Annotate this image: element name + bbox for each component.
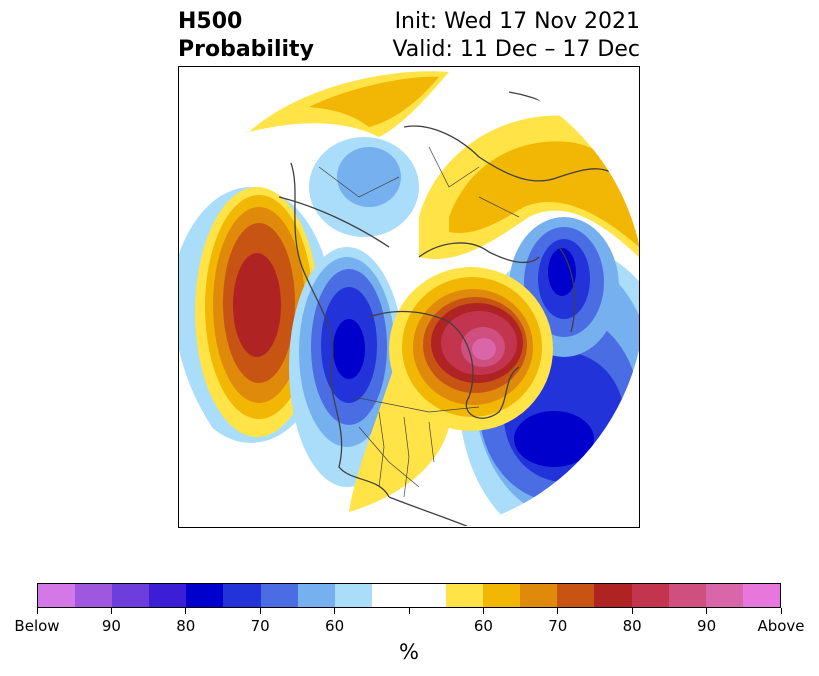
colorbar-tick — [408, 608, 410, 614]
colorbar-segment — [334, 584, 372, 607]
colorbar-tick-label: 80 — [176, 617, 196, 635]
colorbar-tick-label: 90 — [101, 617, 121, 635]
colorbar-segment — [594, 584, 632, 607]
colorbar-segment — [557, 584, 595, 607]
colorbar-segment — [149, 584, 187, 607]
colorbar-tick — [780, 608, 782, 614]
colorbar-tick — [334, 608, 336, 614]
borders — [318, 146, 520, 498]
colorbar-segment — [223, 584, 261, 607]
colorbar-tick — [36, 608, 38, 614]
colorbar-segment — [631, 584, 669, 607]
colorbar-segment — [112, 584, 150, 607]
colorbar-tick — [557, 608, 559, 614]
colorbar-tick-label: Above — [757, 617, 805, 635]
anomaly-hudson-bay — [389, 267, 553, 431]
valid-range: Valid: 11 Dec – 17 Dec — [392, 37, 640, 62]
title-line-2: Probability — [178, 37, 314, 62]
map-panel — [178, 66, 640, 528]
colorbar-segment — [742, 584, 780, 607]
colorbar-segment — [446, 584, 484, 607]
colorbar-tick — [185, 608, 187, 614]
colorbar-segment — [75, 584, 113, 607]
colorbar-tick-label: 60 — [325, 617, 345, 635]
colorbar-tick — [631, 608, 633, 614]
units-label: % — [399, 640, 419, 664]
colorbar-segment — [408, 584, 447, 607]
anomaly-western-north-america — [289, 247, 405, 487]
colorbar-tick-label: 70 — [250, 617, 270, 635]
colorbar-tick — [259, 608, 261, 614]
colorbar-tick-label: 70 — [548, 617, 568, 635]
colorbar-segment — [260, 584, 298, 607]
colorbar-segment — [520, 584, 558, 607]
anomaly-east-asia — [309, 137, 419, 237]
colorbar-tick — [110, 608, 112, 614]
colorbar — [37, 583, 781, 608]
coastlines — [278, 91, 630, 527]
map-title: H500 Probability — [178, 8, 314, 64]
colorbar-tick — [482, 608, 484, 614]
colorbar-segment — [483, 584, 521, 607]
probability-map — [179, 71, 639, 527]
date-info: Init: Wed 17 Nov 2021 Valid: 11 Dec – 17… — [392, 8, 640, 64]
anomaly-north-pacific — [179, 187, 333, 443]
title-line-1: H500 — [178, 9, 243, 34]
colorbar-tick-label: 80 — [622, 617, 642, 635]
colorbar-segment — [668, 584, 706, 607]
colorbar-segment — [705, 584, 743, 607]
colorbar-segment — [371, 584, 409, 607]
anomaly-scandinavia — [509, 217, 619, 357]
colorbar-tick — [706, 608, 708, 614]
colorbar-tick-label: Below — [14, 617, 60, 635]
colorbar-tick-label: 60 — [473, 617, 493, 635]
colorbar-segment — [297, 584, 335, 607]
colorbar-tick-label: 90 — [697, 617, 717, 635]
colorbar-segment — [38, 584, 76, 607]
colorbar-segment — [186, 584, 224, 607]
init-date: Init: Wed 17 Nov 2021 — [394, 9, 640, 34]
